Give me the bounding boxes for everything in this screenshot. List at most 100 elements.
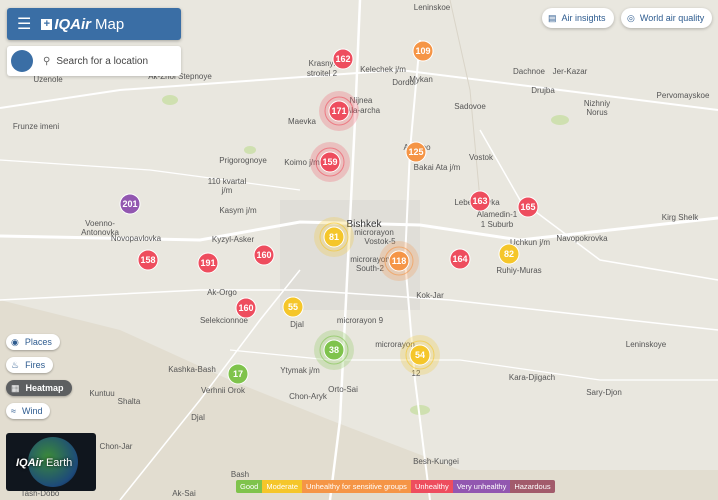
aqi-marker[interactable]: [412, 40, 434, 62]
place-label: South-2: [356, 264, 385, 273]
earth-thumbnail[interactable]: IQAir Earth: [6, 433, 96, 491]
place-label: Tash-Dobo: [21, 489, 60, 498]
place-label: Vostok-5: [364, 237, 396, 246]
logo-plus: +: [41, 18, 53, 30]
aqi-marker[interactable]: [119, 193, 141, 215]
aqi-value: 191: [200, 258, 215, 268]
icon: ◉: [11, 336, 19, 347]
brand: IQAir: [54, 15, 92, 33]
place-label: microrayon: [375, 340, 415, 349]
place-label: Chon-Aryk: [289, 392, 328, 401]
aqi-value: 160: [256, 250, 271, 260]
air-insights-button[interactable]: ▤ Air insights: [542, 8, 614, 28]
fires-toggle[interactable]: ♨ Fires: [6, 357, 54, 373]
world-air-quality-button[interactable]: ◎ World air quality: [621, 8, 713, 28]
place-label: Ytymak j/m: [280, 366, 320, 375]
wind-toggle[interactable]: ≈ Wind: [6, 403, 51, 419]
layer-label: Fires: [25, 360, 46, 370]
place-label: Novopavlovka: [111, 234, 162, 243]
place-label: Kirg Shelk: [662, 213, 699, 222]
place-label: Uzenole: [33, 75, 63, 84]
place-label: Kara-Djigach: [509, 373, 555, 382]
place-label: Frunze imeni: [13, 122, 59, 131]
aqi-marker[interactable]: [498, 243, 520, 265]
aqi-marker[interactable]: [319, 151, 341, 173]
marker-halo: [319, 222, 349, 252]
search-icon: ⚲: [43, 55, 51, 67]
aqi-marker[interactable]: [405, 141, 427, 163]
aqi-marker[interactable]: [449, 248, 471, 270]
heatmap-toggle[interactable]: ▦ Heatmap: [6, 380, 72, 396]
place-label: Chon-Jar: [100, 442, 133, 451]
aqi-value: 163: [472, 196, 487, 206]
aqi-marker[interactable]: [282, 296, 304, 318]
globe: [28, 437, 78, 487]
aqi-marker[interactable]: [517, 196, 539, 218]
place-label: Djal: [191, 413, 205, 422]
aqi-value: 159: [322, 157, 337, 167]
aqi-marker[interactable]: [323, 339, 345, 361]
aqi-value: 164: [452, 254, 467, 264]
place-label: Jer-Kazar: [553, 67, 588, 76]
place-label: Sary-Djon: [586, 388, 622, 397]
aqi-marker[interactable]: [328, 100, 350, 122]
icon: ≈: [11, 406, 16, 416]
aqi-marker[interactable]: [469, 190, 491, 212]
aqi-value: 201: [122, 199, 137, 209]
place-label: Norus: [586, 108, 607, 117]
place-label: stroitel 2: [307, 69, 338, 78]
layer-label: Places: [24, 337, 52, 347]
product: Map: [95, 15, 125, 33]
legend-item: Unhealthy for sensitive groups: [302, 480, 411, 493]
aqi-value: 165: [520, 202, 535, 212]
aqi-value: 162: [335, 54, 350, 64]
menu-icon[interactable]: ☰: [17, 16, 32, 33]
aqi-marker[interactable]: [197, 252, 219, 274]
aqi-value: 55: [288, 302, 298, 312]
aqi-marker[interactable]: [137, 249, 159, 271]
place-label: Ak-Sai: [172, 489, 196, 498]
place-label: 1 Suburb: [481, 220, 514, 229]
marker-halo: [324, 96, 354, 126]
locate-button[interactable]: [11, 50, 33, 72]
aqi-value: 54: [415, 350, 425, 360]
aqi-marker[interactable]: [323, 226, 345, 248]
aqi-marker[interactable]: [409, 344, 431, 366]
place-label: microrayon: [354, 228, 394, 237]
terrain: [0, 95, 718, 500]
button-label: Air insights: [561, 13, 606, 23]
place-label: j/m: [221, 186, 233, 195]
aqi-marker[interactable]: [332, 48, 354, 70]
product: Earth: [45, 457, 73, 469]
place-label: Voenno-: [85, 219, 115, 228]
marker-halo: [319, 335, 349, 365]
place-label: microrayon: [350, 255, 390, 264]
place-label: Uchkun j/m: [510, 238, 550, 247]
aqi-value: 160: [238, 303, 253, 313]
button-label: World air quality: [639, 13, 705, 23]
place-label: Bishkek: [346, 219, 382, 230]
place-label: Navopokrovka: [556, 234, 608, 243]
marker-halo: [384, 246, 414, 276]
place-label: Ala-archa: [346, 106, 381, 115]
place-label: 110 kvartal: [208, 177, 247, 186]
marker-halo: [315, 147, 345, 177]
place-label: Nijnea: [350, 96, 373, 105]
aqi-marker[interactable]: [388, 250, 410, 272]
aqi-marker[interactable]: [253, 244, 275, 266]
places-toggle[interactable]: ◉ Places: [6, 334, 60, 350]
place-label: Drujba: [531, 86, 555, 95]
search-input[interactable]: Search for a location: [56, 55, 149, 67]
place-label: Verhnii Orok: [201, 386, 246, 395]
place-label: Selekcionnoe: [200, 316, 249, 325]
place-label: Kelechek j/m: [360, 65, 406, 74]
header: ☰ + IQAir Map: [7, 8, 181, 40]
aqi-value: 17: [233, 369, 243, 379]
aqi-value: 82: [504, 249, 514, 259]
aqi-marker[interactable]: [227, 363, 249, 385]
place-label: Prigorognoye: [219, 156, 267, 165]
place-label: Koimo j/m: [284, 158, 320, 167]
aqi-value: 125: [408, 147, 423, 157]
aqi-marker[interactable]: [235, 297, 257, 319]
